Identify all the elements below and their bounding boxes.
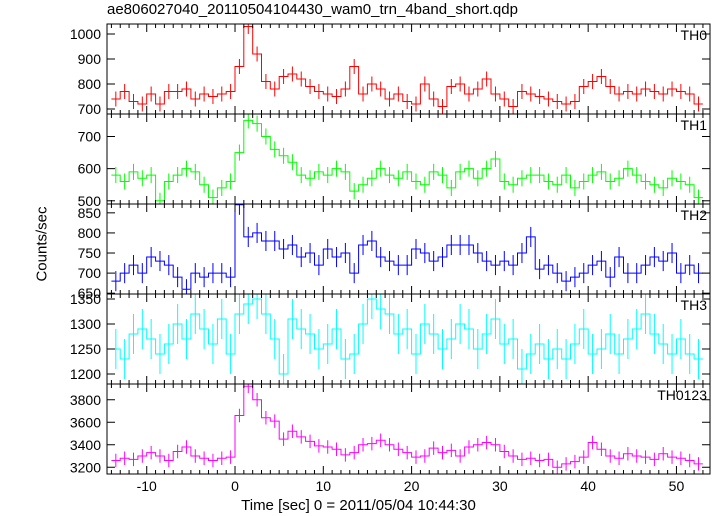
panel-label: TH0123 [657,387,707,403]
panel-th1: 500 600 700 TH1 [78,113,711,209]
y-tick-label: 750 [78,245,102,261]
panel-th2: 650 700 750 800 850 TH2 [78,203,711,301]
x-tick-label: 30 [492,478,508,494]
y-tick-label: 3400 [70,437,101,453]
y-tick-label: 900 [78,51,102,67]
y-tick-label: 1350 [70,291,101,307]
y-tick-label: 1200 [70,366,101,382]
step-line-th2 [111,204,703,290]
panel-label: TH1 [681,117,708,133]
y-tick-label: 700 [78,129,102,145]
y-tick-label: 650 [78,285,102,301]
y-tick-label: 700 [78,265,102,281]
x-tick-label: 50 [669,478,685,494]
x-tick-label: -10 [137,478,157,494]
chart-title: ae806027040_20110504104430_wam0_trn_4ban… [107,1,518,18]
x-axis-label: Time [sec] 0 = 2011/05/04 10:44:30 [241,497,476,514]
y-tick-label: 3600 [70,414,101,430]
step-line-th1 [111,119,703,202]
series-th2 [111,204,703,294]
y-tick-label: 600 [78,161,102,177]
series-th1 [111,114,703,204]
y-tick-label: 1300 [70,316,101,332]
x-tick-label: 20 [404,478,420,494]
x-tick-label: 0 [231,478,239,494]
panel-th0: 700 800 900 1000 TH0 [70,23,711,117]
panel-th0123: 3200 3400 3600 3800 TH0123 [70,383,711,475]
y-tick-label: 850 [78,205,102,221]
y-tick-label: 700 [78,101,102,117]
panel-th3: 1200 1250 1300 1350 TH3 [70,291,711,385]
panel-label: TH3 [681,297,708,313]
series-th0123 [111,384,703,474]
y-tick-label: 3200 [70,459,101,475]
x-tick-label: 10 [316,478,332,494]
panel-label: TH2 [681,207,708,223]
series-th0 [111,24,703,114]
y-axis-label: Counts/sec [33,206,51,282]
y-tick-label: 1000 [70,26,101,42]
panel-frame [106,113,711,205]
series-th3 [111,294,703,384]
y-tick-label: 500 [78,193,102,209]
panel-frame [106,383,711,475]
panel-label: TH0 [681,27,708,43]
step-line-th0 [111,26,703,107]
y-tick-label: 800 [78,225,102,241]
y-tick-label: 800 [78,76,102,92]
y-tick-label: 1250 [70,341,101,357]
x-tick-label: 40 [580,478,596,494]
y-tick-label: 3800 [70,392,101,408]
